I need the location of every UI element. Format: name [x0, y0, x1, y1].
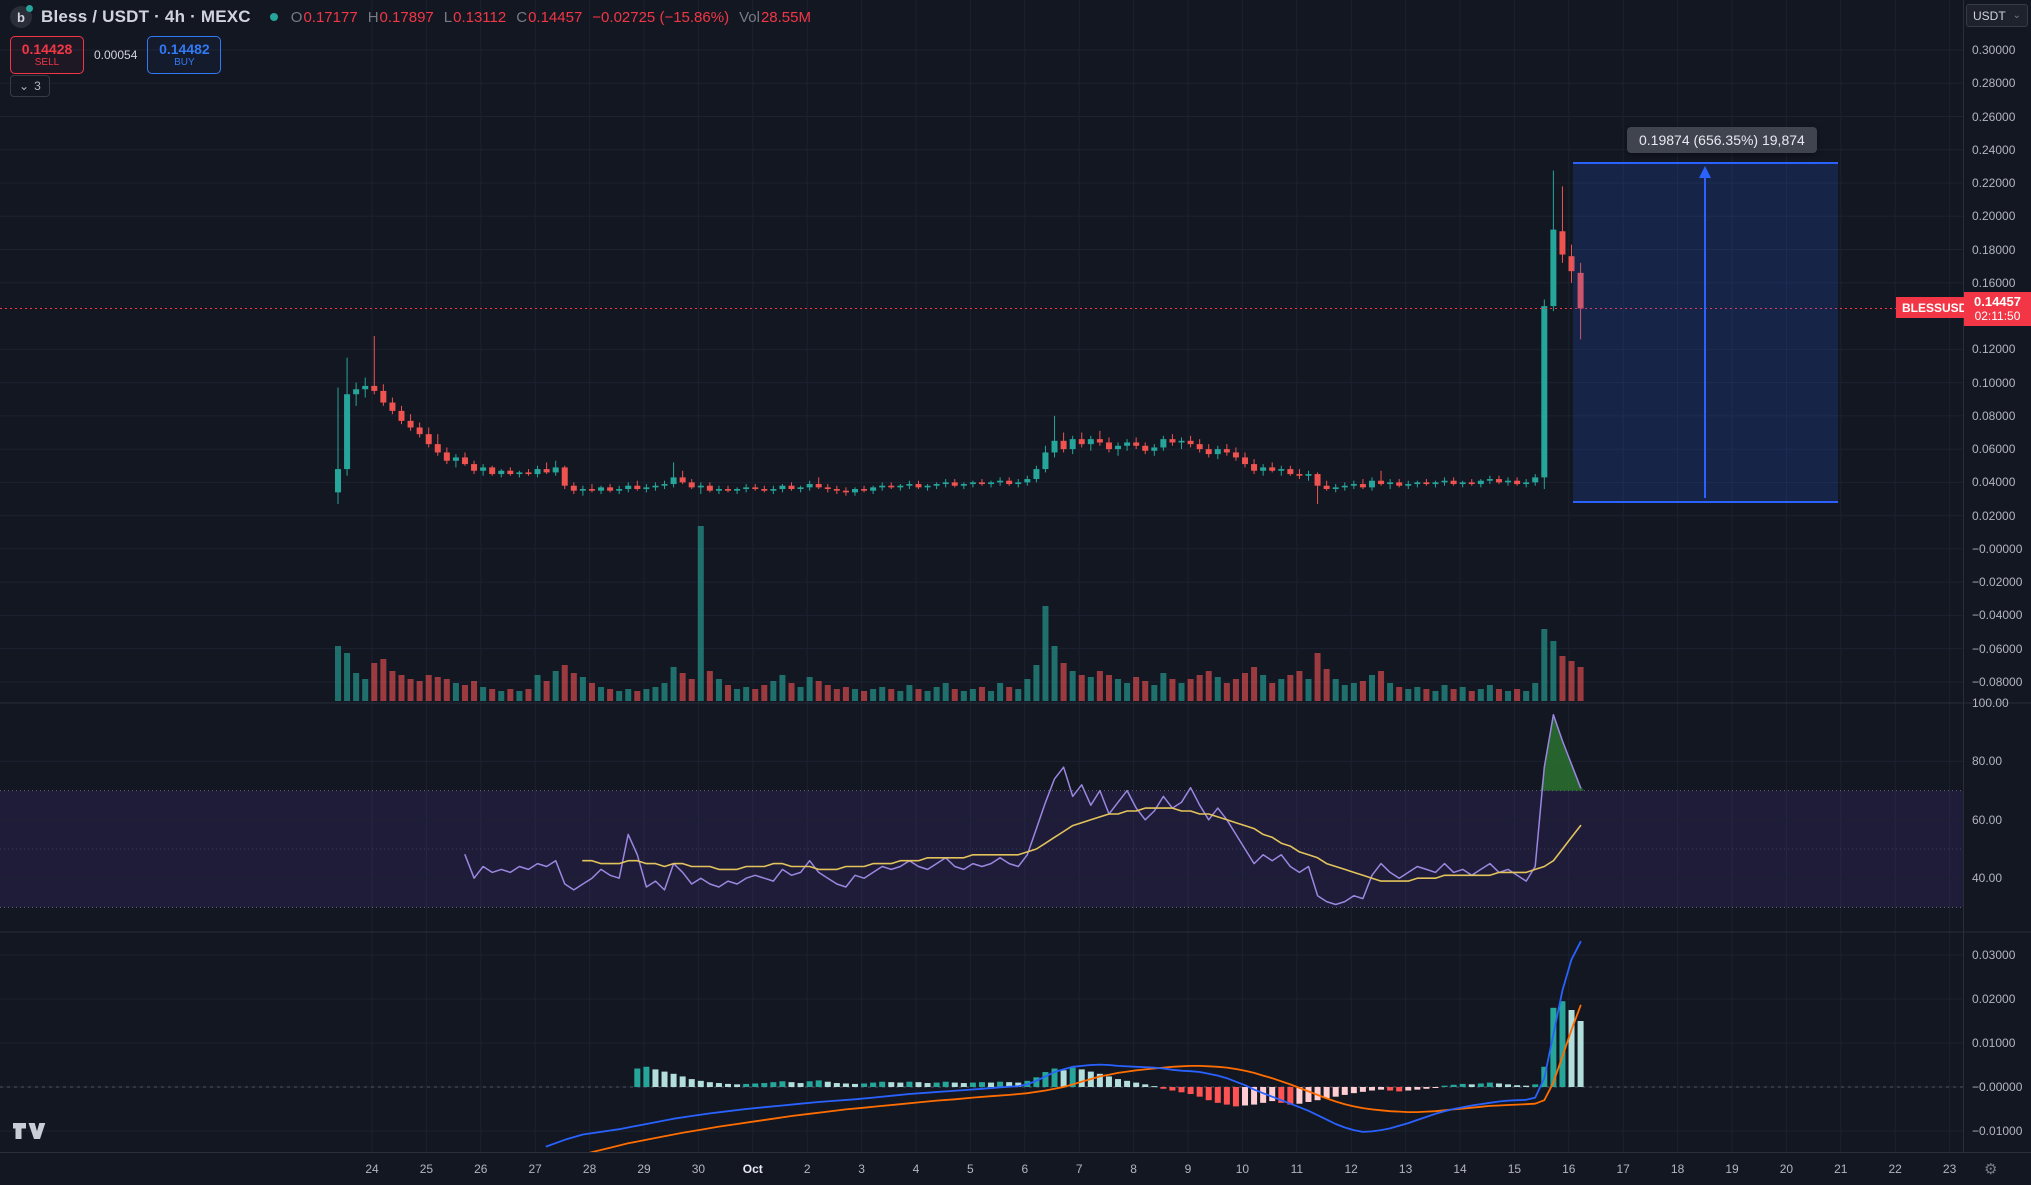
chart-canvas[interactable]	[0, 0, 2031, 1152]
rsi-axis-label: 60.00	[1972, 812, 2003, 827]
buy-price: 0.14482	[159, 40, 210, 57]
price-axis-label: 0.04000	[1972, 475, 2016, 490]
time-axis-label: 9	[1184, 1162, 1192, 1176]
time-axis-label: 8	[1130, 1162, 1137, 1176]
rsi-axis-label: 80.00	[1972, 754, 2003, 769]
price-axis-label: 0.30000	[1972, 43, 2016, 57]
bar-countdown: 02:11:50	[1974, 309, 2021, 324]
buy-button[interactable]: 0.14482 BUY	[147, 36, 222, 74]
time-axis-label: 21	[1834, 1162, 1848, 1176]
time-axis-label: 10	[1235, 1162, 1250, 1176]
currency-label: USDT	[1973, 8, 2006, 23]
time-axis-label: 7	[1075, 1162, 1083, 1176]
price-axis-label: −0.02000	[1972, 575, 2023, 590]
time-axis-label: 15	[1507, 1162, 1522, 1176]
time-axis-label: 3	[858, 1162, 865, 1176]
high-key: H	[367, 8, 379, 26]
symbol-title[interactable]: Bless / USDT · 4h · MEXC	[41, 7, 251, 26]
rsi-axis-label: 40.00	[1972, 871, 2003, 886]
symbol-flag-label: BLESSUSDT	[1896, 297, 1981, 319]
rsi-axis-label: 100.00	[1972, 696, 2009, 710]
open-value: 0.17177	[303, 8, 358, 26]
current-price-value: 0.14457	[1974, 294, 2021, 310]
price-axis-label: 0.12000	[1972, 342, 2016, 357]
price-axis-label: 0.16000	[1972, 275, 2016, 290]
current-price-tag: 0.14457 02:11:50	[1964, 292, 2031, 327]
currency-dropdown[interactable]: USDT ⌄	[1966, 4, 2028, 27]
volume-key: Vol	[739, 8, 760, 26]
price-axis-label: 0.28000	[1972, 76, 2016, 91]
close-value: 0.14457	[528, 8, 583, 26]
price-axis-label: 0.22000	[1972, 176, 2016, 191]
time-axis-label: 17	[1616, 1162, 1630, 1176]
price-axis-label: −0.00000	[1972, 541, 2023, 556]
time-axis-label: 30	[691, 1162, 706, 1176]
volume-value: 28.55M	[760, 8, 811, 26]
object-tree-badge[interactable]: ⌄ 3	[10, 75, 50, 97]
low-value: 0.13112	[453, 8, 507, 26]
ohlc-readout: O 0.17177 H 0.17897 L 0.13112 C 0.14457 −0.0…	[291, 9, 811, 26]
price-axis-label: 0.20000	[1972, 209, 2016, 224]
time-axis-label: 2	[803, 1162, 811, 1176]
object-count: 3	[34, 79, 41, 93]
chevron-down-icon: ⌄	[2012, 10, 2021, 21]
open-key: O	[290, 8, 303, 26]
low-key: L	[443, 8, 453, 26]
time-axis-label: 25	[419, 1162, 434, 1176]
symbol-logo-icon[interactable]: b	[10, 5, 33, 28]
time-axis-label: 6	[1021, 1162, 1029, 1176]
time-axis-label: 22	[1888, 1162, 1902, 1176]
time-axis-label: 27	[528, 1162, 542, 1176]
macd-axis-label: 0.01000	[1972, 1036, 2016, 1050]
time-axis-label: 24	[365, 1162, 379, 1176]
time-axis-month-label: Oct	[742, 1162, 763, 1176]
chart-plot-svg	[0, 0, 2031, 1152]
time-axis-label: 28	[582, 1162, 597, 1176]
price-axis[interactable]: 0.30000 0.28000 0.26000 0.24000 0.22000 0.200…	[1963, 0, 2031, 1152]
time-axis-label: 12	[1344, 1162, 1358, 1176]
high-value: 0.17897	[379, 8, 434, 26]
time-axis-label: 4	[912, 1162, 920, 1176]
buy-label: BUY	[174, 57, 195, 69]
time-axis-label: 23	[1942, 1162, 1957, 1176]
change-value: −0.02725 (−15.86%)	[592, 8, 730, 26]
time-axis-label: 16	[1562, 1162, 1576, 1176]
time-axis-label: 19	[1725, 1162, 1739, 1176]
symbol-header: b Bless / USDT · 4h · MEXC O 0.17177 H 0.1…	[10, 5, 811, 28]
time-axis-label: 13	[1398, 1162, 1413, 1176]
macd-axis-label: 0.02000	[1972, 992, 2016, 1006]
live-status-dot-icon	[269, 13, 278, 21]
sell-label: SELL	[34, 57, 60, 69]
price-axis-label: 0.26000	[1972, 109, 2016, 124]
price-axis-label: 0.02000	[1972, 508, 2016, 523]
macd-axis-label: 0.03000	[1972, 948, 2016, 962]
measure-tool-label[interactable]: 0.19874 (656.35%) 19,874	[1627, 127, 1817, 153]
macd-axis-label: −0.01000	[1972, 1124, 2023, 1138]
price-axis-label: −0.04000	[1972, 608, 2023, 623]
time-axis-label: 26	[474, 1162, 488, 1176]
chevron-down-icon: ⌄	[19, 79, 30, 93]
price-axis-label: 0.24000	[1972, 142, 2016, 157]
time-axis-label: 18	[1670, 1162, 1685, 1176]
gear-icon[interactable]: ⚙	[1984, 1161, 1998, 1178]
sell-price: 0.14428	[21, 40, 73, 57]
price-axis-label: 0.08000	[1972, 408, 2016, 423]
price-axis-label: 0.10000	[1972, 375, 2016, 390]
sell-button[interactable]: 0.14428 SELL	[10, 36, 84, 74]
time-axis-label: 14	[1453, 1162, 1467, 1176]
price-axis-label: −0.08000	[1972, 674, 2023, 689]
time-axis-label: 29	[637, 1162, 651, 1176]
time-axis-label: 11	[1290, 1162, 1304, 1176]
time-axis-label: 5	[967, 1162, 974, 1176]
close-key: C	[516, 8, 528, 26]
trade-panel: 0.14428 SELL 0.00054 0.14482 BUY	[10, 36, 222, 74]
price-axis-label: 0.18000	[1972, 242, 2016, 257]
time-axis-label: 20	[1779, 1162, 1794, 1176]
spread-value: 0.00054	[94, 48, 138, 62]
macd-axis-label: −0.00000	[1972, 1080, 2023, 1094]
price-axis-label: 0.06000	[1972, 442, 2016, 457]
time-axis[interactable]: 24 25 26 27 28 29 30 Oct 2 3 4 5 6 7 8 9 10 11 12 13 14 15 16 1…	[0, 1152, 2031, 1185]
price-axis-label: −0.06000	[1972, 641, 2023, 656]
